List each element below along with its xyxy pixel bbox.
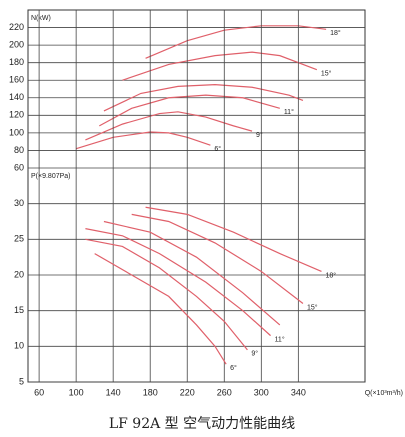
caption: LF 92A 型 空气动力性能曲线 [109,416,295,432]
x-tick-label: 300 [254,387,269,397]
y-tick-label: 140 [9,92,24,102]
x-tick-label: 260 [217,387,232,397]
y-tick-label: 80 [14,145,24,155]
curve-label: 11° [284,108,294,116]
curve [103,220,281,326]
curve [85,228,271,337]
curve-label: 6° [230,364,237,372]
curve [85,111,253,141]
y-tick-label: 15 [14,305,24,315]
y-tick-label: 20 [14,269,24,279]
y-tick-label: 10 [14,341,24,351]
curve [85,238,248,351]
curve-label: 9° [256,131,263,139]
y-tick-label: 180 [9,57,24,67]
curve-label: 9° [251,350,258,358]
y-tick-label: 5 [19,376,24,386]
curve-label: 11° [275,335,285,343]
curve [145,25,327,59]
x-axis-label: Q(×10³m³/h) [365,390,403,397]
x-tick-label: 220 [180,387,195,397]
curve-label: 6° [214,145,221,153]
curve-label: 15° [307,303,318,311]
x-tick-label: 60 [34,387,44,397]
x-tick-label: 340 [291,387,306,397]
y-tick-label: 25 [14,234,24,244]
x-tick-label: 140 [106,387,121,397]
x-tick-label: 180 [143,387,158,397]
curve-label: 15° [321,70,332,78]
y-tick-label: 30 [14,198,24,208]
curve [122,51,318,81]
curve [103,84,304,112]
curve [75,131,211,150]
y-axis-label: P(×9.807Pa) [31,173,71,180]
curve [94,253,227,365]
y-axis-label: N(kW) [31,15,51,22]
plot-frame [27,9,366,383]
x-tick-label: 100 [69,387,84,397]
y-tick-label: 160 [9,75,24,85]
y-tick-label: 200 [9,39,24,49]
curve-label: 18° [330,29,341,37]
curve [145,206,322,272]
curve-label: 18° [325,271,336,279]
y-tick-label: 100 [9,127,24,137]
y-tick-label: 120 [9,110,24,120]
curve [131,213,304,305]
y-tick-label: 60 [14,162,24,172]
y-tick-label: 220 [9,22,24,32]
